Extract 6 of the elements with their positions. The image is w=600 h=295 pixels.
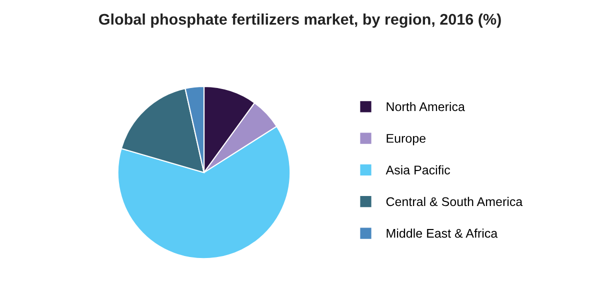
legend-label: Central & South America bbox=[386, 196, 523, 206]
legend-label: North America bbox=[386, 102, 465, 112]
chart-title: Global phosphate fertilizers market, by region, 2016 (%) bbox=[99, 13, 501, 28]
legend-label: Europe bbox=[386, 134, 426, 146]
legend-label: Middle East & Africa bbox=[386, 228, 498, 238]
legend-label: Asia Pacific bbox=[386, 165, 450, 174]
